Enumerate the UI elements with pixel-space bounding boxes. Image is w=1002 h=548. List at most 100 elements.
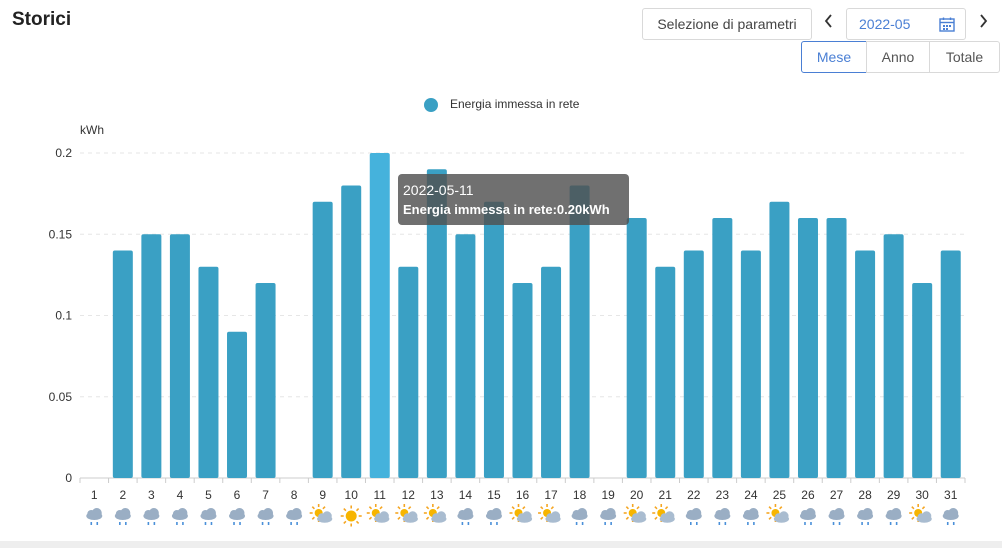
bar-day-5[interactable] — [198, 266, 219, 478]
bar-day-7[interactable] — [255, 283, 276, 478]
legend-marker — [424, 98, 438, 112]
partly-sunny-icon — [538, 504, 561, 523]
x-tick-label: 27 — [830, 488, 844, 502]
x-tick-label: 17 — [544, 488, 558, 502]
bar-day-11[interactable] — [369, 153, 390, 478]
bar-day-16[interactable] — [512, 283, 533, 478]
tooltip-date: 2022-05-11 — [403, 182, 474, 198]
rain-icon — [828, 508, 845, 525]
tab-month[interactable]: Mese — [801, 41, 867, 73]
bar-day-4[interactable] — [169, 234, 190, 478]
bar-day-31[interactable] — [940, 250, 961, 479]
rain-icon — [742, 508, 759, 525]
bar-day-27[interactable] — [826, 218, 847, 478]
x-tick-label: 22 — [687, 488, 701, 502]
x-tick-label: 12 — [402, 488, 416, 502]
y-tick-label: 0.05 — [49, 390, 73, 404]
month-picker-value: 2022-05 — [859, 16, 911, 32]
x-tick-label: 28 — [858, 488, 872, 502]
tab-year[interactable]: Anno — [866, 41, 930, 73]
partly-sunny-icon — [509, 504, 533, 523]
bar-day-9[interactable] — [312, 201, 333, 478]
rain-icon — [257, 508, 274, 525]
x-tick-label: 14 — [459, 488, 473, 502]
partly-sunny-icon — [766, 504, 790, 523]
month-picker[interactable]: 2022-05 — [846, 8, 966, 40]
x-tick-label: 29 — [887, 488, 901, 502]
rain-icon — [114, 508, 131, 525]
page-title: Storici — [12, 9, 72, 30]
rain-icon — [286, 508, 303, 525]
bar-day-15[interactable] — [483, 201, 504, 478]
x-tick-label: 3 — [148, 488, 155, 502]
rain-icon — [571, 508, 588, 525]
partly-sunny-icon — [395, 504, 418, 523]
x-tick-label: 11 — [374, 488, 387, 502]
bar-day-26[interactable] — [797, 218, 818, 478]
bar-day-3[interactable] — [141, 234, 162, 478]
partly-sunny-icon — [909, 504, 932, 523]
x-tick-label: 5 — [205, 488, 212, 502]
bar-day-22[interactable] — [683, 250, 704, 479]
partly-sunny-icon — [309, 504, 333, 523]
bar-day-28[interactable] — [855, 250, 876, 479]
parameter-selection-button[interactable]: Selezione di parametri — [642, 8, 812, 40]
x-tick-label: 10 — [345, 488, 359, 502]
rain-icon — [942, 508, 959, 525]
rain-icon — [857, 508, 874, 525]
x-tick-label: 18 — [573, 488, 587, 502]
partly-sunny-icon — [366, 504, 390, 523]
next-month-button[interactable] — [975, 12, 991, 36]
bar-day-10[interactable] — [341, 185, 362, 479]
y-axis-unit: kWh — [80, 123, 104, 137]
x-tick-label: 16 — [516, 488, 530, 502]
bar-day-12[interactable] — [398, 266, 419, 478]
x-tick-label: 31 — [944, 488, 958, 502]
bar-day-14[interactable] — [455, 234, 476, 478]
partly-sunny-icon — [623, 504, 647, 523]
rain-icon — [885, 508, 902, 525]
x-tick-label: 7 — [262, 488, 269, 502]
x-tick-label: 19 — [601, 488, 615, 502]
bar-day-29[interactable] — [883, 234, 904, 478]
tab-total[interactable]: Totale — [929, 41, 1000, 73]
rain-icon — [200, 508, 217, 525]
bar-day-30[interactable] — [912, 283, 933, 478]
x-tick-label: 15 — [487, 488, 501, 502]
bar-day-24[interactable] — [740, 250, 761, 479]
previous-month-button[interactable] — [821, 12, 837, 36]
x-tick-label: 21 — [659, 488, 673, 502]
bar-day-6[interactable] — [227, 331, 248, 478]
calendar-icon — [939, 17, 955, 32]
rain-icon — [799, 508, 816, 525]
bar-day-2[interactable] — [112, 250, 133, 479]
bar-day-23[interactable] — [712, 218, 733, 478]
bar-day-21[interactable] — [655, 266, 676, 478]
x-tick-label: 20 — [630, 488, 644, 502]
bar-day-18[interactable] — [569, 185, 590, 479]
sunny-icon — [340, 505, 362, 527]
partly-sunny-icon — [423, 504, 447, 523]
tooltip-value: Energia immessa in rete:0.20kWh — [403, 202, 610, 217]
x-tick-label: 23 — [716, 488, 730, 502]
x-tick-label: 24 — [744, 488, 758, 502]
bar-day-20[interactable] — [626, 218, 647, 478]
x-tick-label: 6 — [234, 488, 241, 502]
x-tick-label: 13 — [430, 488, 444, 502]
bar-day-13[interactable] — [426, 169, 447, 478]
y-tick-label: 0 — [65, 471, 72, 485]
rain-icon — [86, 508, 103, 525]
y-tick-label: 0.1 — [55, 309, 72, 323]
x-tick-label: 1 — [91, 488, 98, 502]
x-tick-label: 8 — [291, 488, 298, 502]
chart-tooltip: 2022-05-11 Energia immessa in rete:0.20k… — [398, 174, 629, 225]
x-tick-label: 26 — [801, 488, 815, 502]
rain-icon — [685, 508, 702, 525]
bar-day-17[interactable] — [541, 266, 562, 478]
rain-icon — [600, 508, 617, 525]
bar-day-25[interactable] — [769, 201, 790, 478]
chevron-right-icon — [980, 14, 988, 28]
chevron-left-icon — [824, 14, 832, 28]
x-tick-label: 30 — [915, 488, 929, 502]
